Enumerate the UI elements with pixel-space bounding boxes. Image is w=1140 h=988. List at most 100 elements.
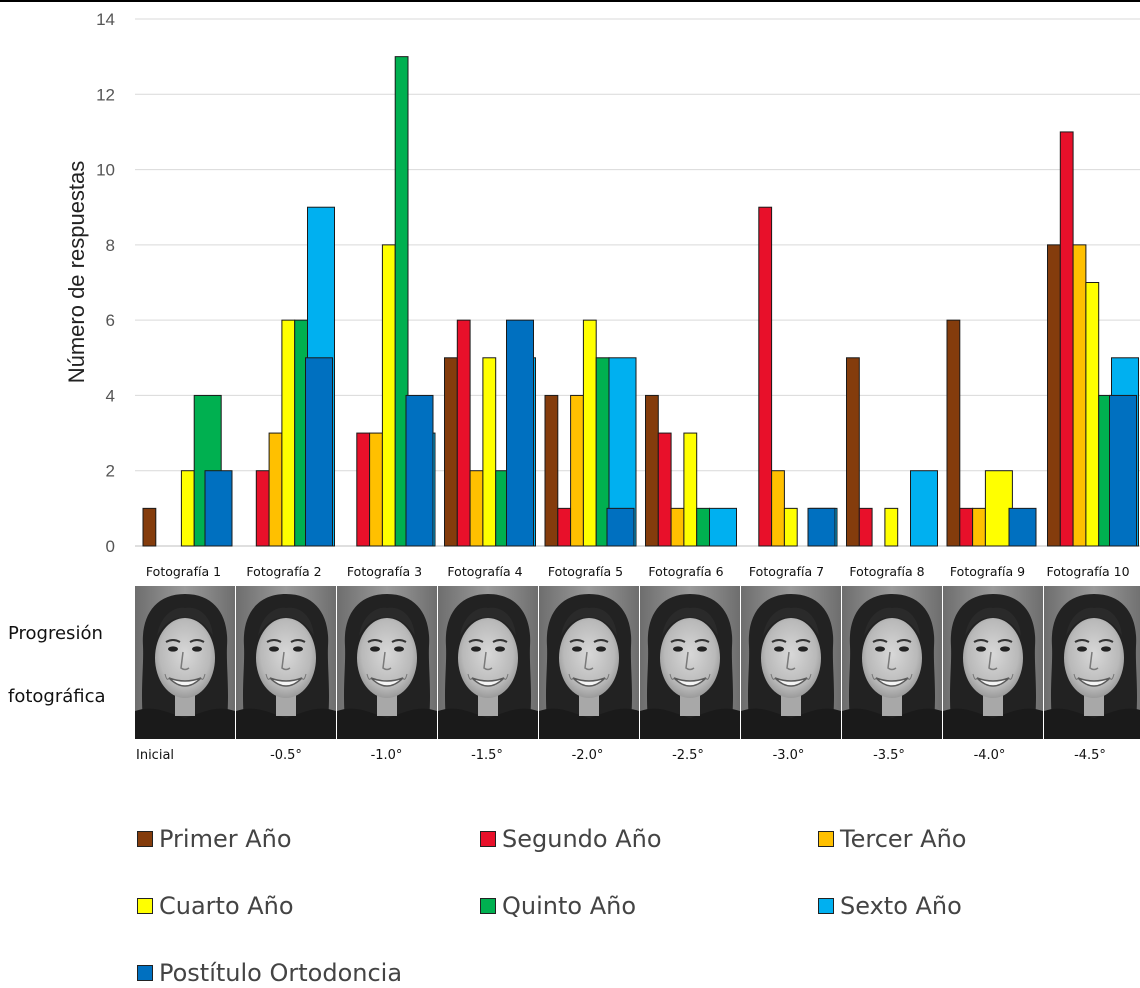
- face-photo: [135, 586, 235, 739]
- face-photo: [640, 586, 740, 739]
- bars: [142, 56, 1139, 547]
- angle-label: -2.5°: [672, 748, 704, 763]
- angle-label: -4.5°: [1074, 748, 1106, 763]
- bar-chart: 0 2 4 6 8 10 12 14 Número de respuestas: [64, 10, 1140, 556]
- category-label: Fotografía 7: [748, 564, 825, 579]
- category-label: Fotografía 2: [246, 564, 322, 579]
- legend-swatch: [137, 898, 153, 914]
- legend-item: Quinto Año: [480, 892, 636, 920]
- bar-4-series-1: [444, 357, 458, 547]
- angle-label: -1.5°: [471, 748, 503, 763]
- bar-6-series-3: [670, 507, 685, 547]
- legend-item: Tercer Año: [818, 825, 966, 853]
- bar-9-series-1: [946, 319, 961, 547]
- bar-4-series-2: [456, 319, 471, 547]
- bar-10-series-4: [1085, 282, 1100, 547]
- bar-6-series-6: [709, 507, 737, 547]
- category-label: Fotografía 10: [1046, 564, 1130, 579]
- bar-10-series-7: [1109, 394, 1137, 547]
- bar-3-series-2: [356, 432, 371, 547]
- face-photo: [337, 586, 437, 739]
- bar-7-series-7: [807, 507, 836, 547]
- legend-swatch: [480, 898, 496, 914]
- legend-swatch: [818, 831, 834, 847]
- face-photo: [943, 586, 1043, 739]
- bar-6-series-4: [683, 432, 698, 547]
- side-label-line1: Progresión: [8, 623, 103, 644]
- bar-9-series-7: [1008, 507, 1037, 547]
- angle-label: -4.0°: [973, 748, 1006, 763]
- bar-5-series-7: [606, 507, 635, 547]
- y-tick-label: 10: [96, 161, 115, 180]
- angle-label: Inicial: [136, 748, 175, 763]
- bar-5-series-2: [557, 507, 572, 547]
- legend-label: Quinto Año: [502, 892, 637, 920]
- legend-swatch: [480, 831, 496, 847]
- category-label: Fotografía 9: [949, 564, 1026, 579]
- bar-9-series-2: [959, 507, 974, 547]
- bar-8-series-6: [910, 470, 938, 547]
- angle-label: -3.5°: [873, 748, 905, 763]
- bar-1-series-1: [142, 507, 157, 547]
- legend-label: Sexto Año: [840, 892, 962, 920]
- bar-3-series-4: [381, 244, 396, 547]
- legend-label: Segundo Año: [502, 825, 662, 853]
- y-tick-label: 12: [96, 85, 115, 104]
- bar-1-series-7: [204, 470, 233, 547]
- angle-label: -2.0°: [571, 748, 604, 763]
- bar-6-series-2: [657, 432, 672, 547]
- category-label: Fotografía 5: [547, 564, 624, 579]
- bar-9-series-3: [972, 507, 986, 547]
- face-photo: [1044, 586, 1140, 739]
- legend-label: Tercer Año: [840, 825, 967, 853]
- y-axis-label: Número de respuestas: [64, 161, 89, 384]
- category-label: Fotografía 4: [447, 564, 523, 579]
- bar-5-series-4: [582, 319, 597, 547]
- bar-7-series-4: [783, 507, 798, 547]
- bar-8-series-1: [846, 357, 860, 547]
- category-label: Fotografía 1: [145, 564, 222, 579]
- bar-9-series-4: [984, 470, 1013, 547]
- bar-8-series-2: [858, 507, 873, 547]
- legend-label: Primer Año: [159, 825, 292, 853]
- bar-7-series-3: [771, 470, 785, 547]
- top-border: [0, 0, 1140, 2]
- bar-3-series-5: [394, 56, 409, 547]
- category-label: Fotografía 8: [849, 564, 925, 579]
- legend-label: Postítulo Ortodoncia: [159, 959, 403, 987]
- face-photo: [741, 586, 841, 739]
- bar-10-series-2: [1059, 131, 1074, 547]
- angle-label: -0.5°: [270, 748, 302, 763]
- bar-5-series-3: [570, 394, 584, 547]
- legend-swatch: [818, 898, 834, 914]
- bar-1-series-4: [180, 470, 195, 547]
- bar-4-series-4: [482, 357, 497, 547]
- y-tick-label: 8: [106, 236, 115, 255]
- y-tick-label: 14: [96, 10, 115, 29]
- category-label: Fotografía 3: [346, 564, 423, 579]
- side-label-line2: fotográfica: [8, 686, 106, 707]
- face-photo: [539, 586, 639, 739]
- legend-item: Postítulo Ortodoncia: [137, 959, 402, 987]
- bar-4-series-3: [469, 470, 484, 547]
- y-axis-ticks: 0 2 4 6 8 10 12 14: [96, 10, 115, 556]
- face-photo: [438, 586, 538, 739]
- bar-2-series-4: [281, 319, 296, 547]
- bar-2-series-2: [255, 470, 270, 547]
- bar-5-series-1: [544, 394, 559, 547]
- bar-4-series-7: [506, 319, 534, 547]
- legend-swatch: [137, 965, 153, 981]
- legend-item: Primer Año: [137, 825, 292, 853]
- y-tick-label: 0: [106, 537, 115, 556]
- bar-6-series-1: [645, 394, 659, 547]
- y-tick-label: 6: [106, 311, 115, 330]
- bar-10-series-3: [1072, 244, 1087, 547]
- bar-2-series-7: [305, 357, 333, 547]
- angle-label: -1.0°: [370, 748, 403, 763]
- face-photo: [236, 586, 336, 739]
- legend-label: Cuarto Año: [159, 892, 294, 920]
- y-tick-label: 4: [106, 386, 115, 405]
- legend-item: Segundo Año: [480, 825, 662, 853]
- bar-3-series-7: [405, 394, 434, 547]
- category-label: Fotografía 6: [648, 564, 724, 579]
